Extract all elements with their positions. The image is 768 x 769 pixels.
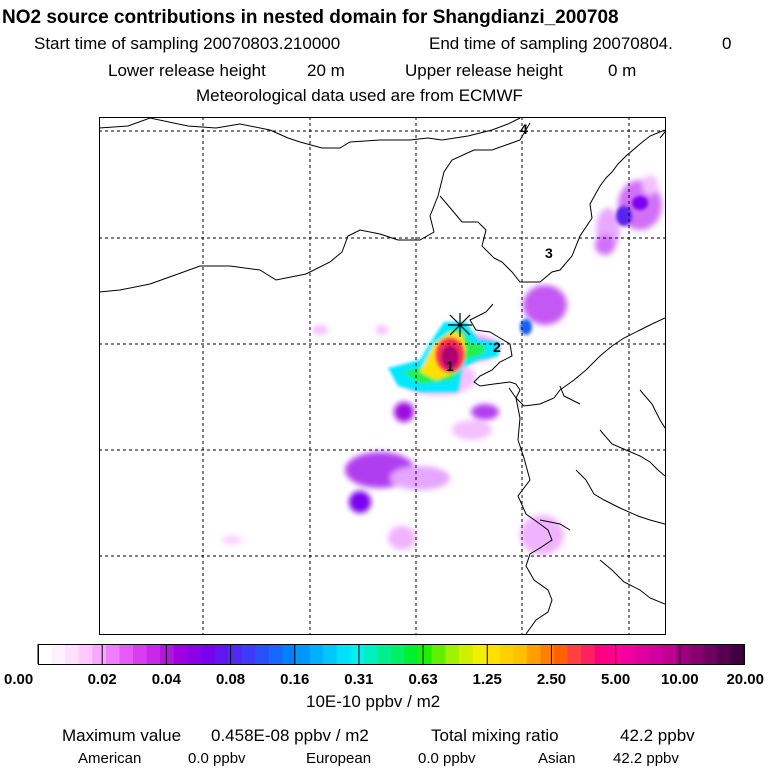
colorbar-cell [200, 644, 216, 664]
colorbar-cell [472, 644, 487, 664]
colorbar-cell [295, 644, 311, 664]
lower-release-value: 20 m [307, 61, 345, 80]
colorbar-cell [526, 644, 541, 664]
colorbar-cell [730, 644, 745, 664]
concentration-field [222, 175, 662, 555]
colorbar-cell [363, 644, 379, 664]
colorbar-cell [458, 644, 474, 664]
map-frame [99, 117, 666, 635]
colorbar-cell [65, 644, 80, 664]
colorbar-cell [594, 644, 609, 664]
colorbar-cell [51, 644, 66, 664]
colorbar-cells [38, 644, 745, 664]
map-title: NO2 source contributions in nested domai… [2, 7, 619, 28]
end-time-label: End time of sampling 20070804. [429, 34, 673, 53]
total-mixing-label: Total mixing ratio [431, 726, 559, 745]
colorbar-cell [146, 644, 161, 664]
max-value-label: Maximum value [62, 726, 182, 745]
colorbar-cell [323, 644, 338, 664]
max-value: 0.458E-08 ppbv / m2 [211, 726, 369, 745]
colorbar-cell [119, 644, 134, 664]
colorbar-tick-label: 0.63 [408, 671, 437, 688]
european-value: 0.0 ppbv [418, 750, 476, 767]
upper-release-label: Upper release height [405, 61, 563, 80]
lower-release-label: Lower release height [108, 61, 266, 80]
colorbar-tick-label: 0.02 [88, 671, 117, 688]
point-label-2: 2 [493, 339, 501, 355]
colorbar-cell [336, 644, 351, 664]
colorbar-ticks: 0.00 0.02 0.04 0.08 0.16 0.31 0.63 1.25 2.50 5.00… [4, 644, 764, 688]
colorbar-cell [703, 644, 718, 664]
colorbar-cell [431, 644, 446, 664]
coastlines [99, 117, 665, 634]
colorbar-cell [499, 644, 514, 664]
colorbar-cell [187, 644, 202, 664]
colorbar-cell [255, 644, 270, 664]
colorbar-cell [350, 644, 365, 664]
colorbar-cell [160, 644, 175, 664]
colorbar-cell [173, 644, 188, 664]
colorbar-tick-label: 5.00 [601, 671, 630, 688]
colorbar-tick-label: 0.31 [344, 671, 373, 688]
colorbar-cell [268, 644, 283, 664]
colorbar-tick-label: 2.50 [537, 671, 566, 688]
colorbar-cell [38, 644, 53, 664]
colorbar-cell [486, 644, 501, 664]
colorbar-cell [676, 644, 691, 664]
asian-label: Asian [538, 750, 576, 767]
colorbar-tick-label: 0.00 [4, 671, 33, 688]
colorbar-cell [621, 644, 636, 664]
asian-value: 42.2 ppbv [613, 750, 679, 767]
colorbar-unit: 10E-10 ppbv / m2 [306, 692, 441, 711]
colorbar-cell [567, 644, 582, 664]
colorbar-cell [105, 644, 121, 664]
colorbar-cell [648, 644, 664, 664]
met-data-line: Meteorological data used are from ECMWF [196, 86, 523, 105]
start-time-label: Start time of sampling 20070803.210000 [34, 34, 341, 53]
colorbar-tick-label: 0.04 [152, 671, 182, 688]
colorbar-cell [635, 644, 650, 664]
colorbar-cell [662, 644, 677, 664]
upper-release-value: 0 m [608, 61, 637, 80]
colorbar-tick-label: 1.25 [473, 671, 502, 688]
colorbar-cell [78, 644, 93, 664]
end-time-suffix: 0 [722, 34, 732, 53]
colorbar-cell [92, 644, 107, 664]
colorbar-cell [716, 644, 732, 664]
colorbar-cell [391, 644, 406, 664]
colorbar-cell [282, 644, 297, 664]
colorbar-cell [228, 644, 243, 664]
european-label: European [306, 750, 372, 767]
american-label: American [78, 750, 142, 767]
colorbar-tick-label: 20.00 [726, 671, 764, 688]
colorbar-cell [241, 644, 256, 664]
colorbar-tick-label: 0.08 [216, 671, 245, 688]
graticule [99, 117, 665, 634]
american-value: 0.0 ppbv [188, 750, 246, 767]
colorbar-cell [689, 644, 704, 664]
colorbar-cell [133, 644, 148, 664]
colorbar-cell [540, 644, 555, 664]
point-label-4: 4 [520, 121, 528, 137]
total-mixing-value: 42.2 ppbv [620, 726, 695, 745]
colorbar-cell [309, 644, 324, 664]
colorbar-cell [581, 644, 596, 664]
colorbar-tick-label: 10.00 [661, 671, 699, 688]
station-marker-icon [448, 313, 472, 337]
colorbar-cell [418, 644, 433, 664]
colorbar-cell [513, 644, 528, 664]
colorbar-cell [445, 644, 460, 664]
colorbar-cell [404, 644, 419, 664]
point-label-1: 1 [446, 358, 454, 374]
point-label-3: 3 [545, 245, 553, 261]
colorbar-cell [377, 644, 392, 664]
colorbar-cell [214, 644, 229, 664]
colorbar-tick-label: 0.16 [280, 671, 309, 688]
colorbar-cell [553, 644, 569, 664]
